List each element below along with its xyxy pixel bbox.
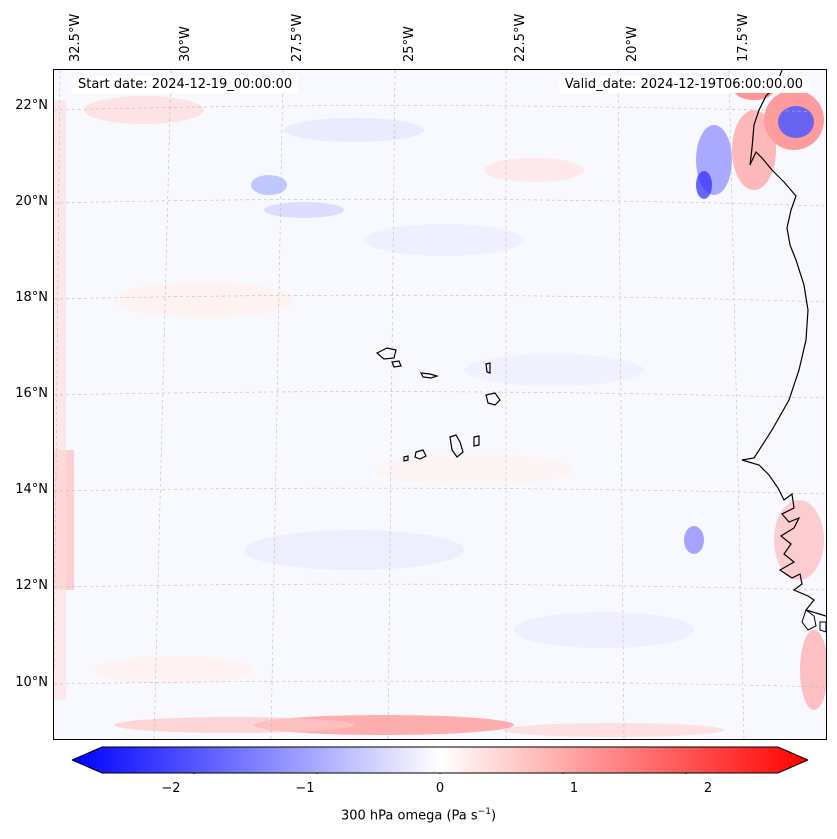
island-brava (403, 455, 409, 462)
lon-label: 27.5°W (290, 13, 305, 62)
colorbar-bar (72, 746, 808, 774)
lon-label: 32.5°W (68, 13, 83, 62)
ne-anomaly-positive (732, 110, 776, 190)
lon-label: 17.5°W (736, 13, 751, 62)
lon-label: 20°W (625, 26, 640, 62)
omega-field-map (54, 70, 826, 739)
lon-gridline (54, 70, 61, 671)
island-boa-vista (485, 392, 501, 406)
anomaly-blob (514, 612, 694, 648)
lat-label: 12°N (15, 578, 48, 593)
lat-gridline (54, 105, 826, 113)
coast-anomaly (774, 500, 824, 580)
bijagos-islands (801, 609, 826, 633)
island-fogo (414, 449, 427, 460)
island-sal (485, 362, 491, 374)
lat-gridline (54, 583, 826, 591)
anomaly-blob (244, 530, 464, 570)
anomaly-blob (251, 175, 287, 195)
ne-anomaly-negative (778, 106, 814, 138)
lat-label: 16°N (15, 386, 48, 401)
colorbar-tick-label: −2 (161, 781, 181, 796)
map-panel (53, 69, 827, 740)
ne-anomaly-negative (696, 171, 712, 199)
anomaly-blob (84, 96, 204, 124)
lat-label: 14°N (15, 482, 48, 497)
lon-label: 30°W (178, 26, 193, 62)
colorbar-tick-label: 1 (569, 781, 579, 796)
coast-anomaly (800, 630, 826, 710)
lon-gridline (153, 70, 172, 739)
anomaly-blob (374, 454, 574, 486)
anomaly-blob (114, 282, 294, 318)
lat-gridline (54, 198, 826, 207)
lon-gridline (270, 70, 284, 739)
island-santiago (449, 434, 464, 458)
anomaly-blob (484, 158, 584, 182)
island-sao-nicolau (419, 372, 440, 379)
colorbar-tick-label: 2 (703, 781, 713, 796)
coast-anomaly (684, 526, 704, 554)
anomaly-blob (464, 354, 644, 386)
anomaly-blob (364, 224, 524, 256)
colorbar-tick-label: −1 (295, 781, 315, 796)
anomaly-blob (284, 118, 424, 142)
lon-label: 25°W (402, 26, 417, 62)
colorbar-tick-label: 0 (435, 781, 445, 796)
lat-label: 18°N (15, 290, 48, 305)
african-coastline (741, 70, 826, 617)
lon-gridline (387, 70, 396, 739)
lat-gridline (54, 680, 826, 688)
colorbar-label: 300 hPa omega (Pa s−1) (340, 807, 497, 824)
start-date-label: Start date: 2024-12-19_00:00:00 (72, 76, 299, 93)
lat-label: 20°N (15, 194, 48, 209)
anomaly-blob (264, 202, 344, 218)
west-boundary-anomaly (54, 100, 66, 700)
colorbar (72, 746, 808, 774)
lat-gridline (54, 487, 826, 495)
south-boundary-anomaly (504, 723, 724, 737)
lat-gridline (54, 294, 826, 303)
lat-label: 10°N (15, 675, 48, 690)
island-santo-antao (375, 347, 397, 360)
island-sao-vicente (391, 360, 402, 368)
anomaly-blob (94, 656, 254, 684)
south-boundary-anomaly (114, 717, 354, 733)
valid-date-label: Valid_date: 2024-12-19T06:00:00.00 (558, 76, 809, 93)
island-maio (473, 435, 480, 447)
lat-label: 22°N (15, 98, 48, 113)
lat-gridline (54, 391, 826, 399)
lon-label: 22.5°W (513, 13, 528, 62)
